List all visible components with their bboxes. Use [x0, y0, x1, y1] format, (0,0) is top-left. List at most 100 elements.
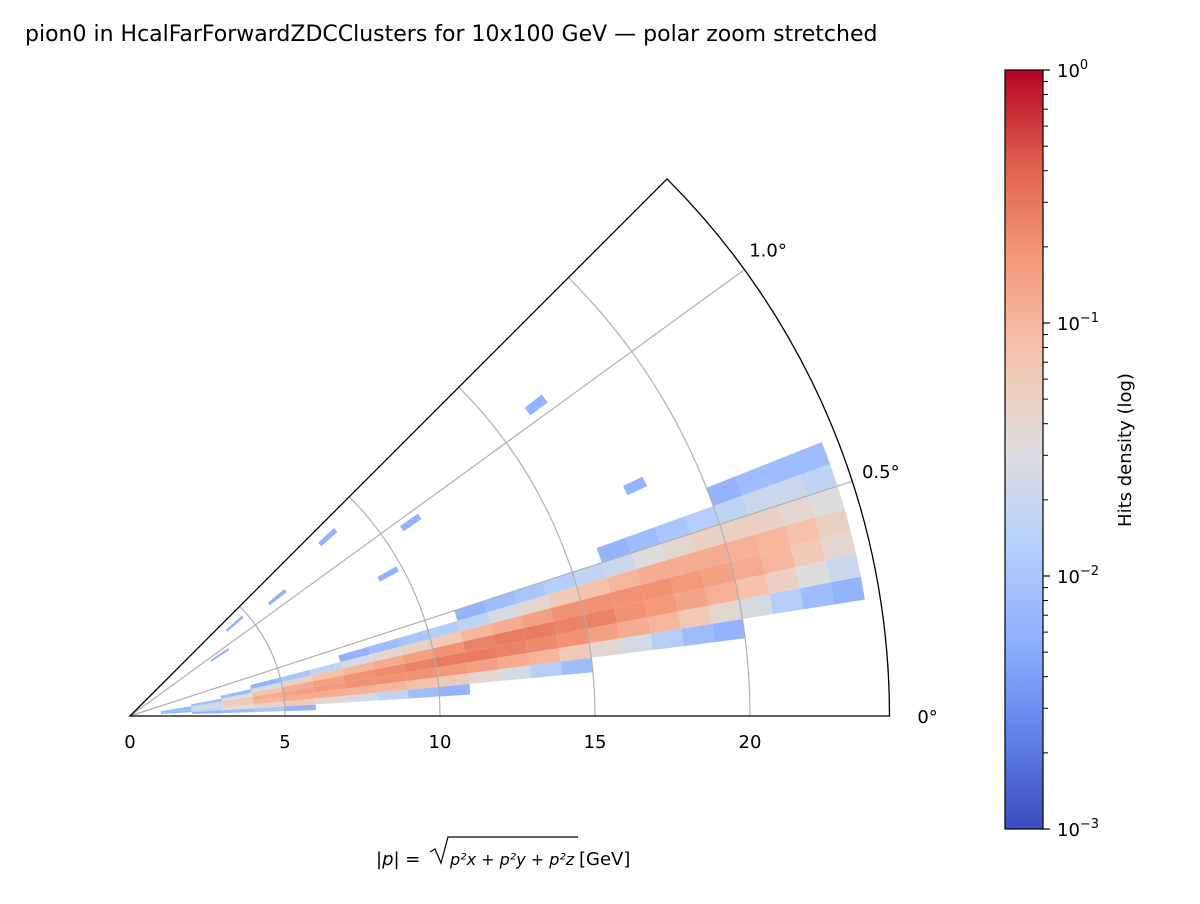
heatmap-cell — [610, 584, 645, 608]
theta-tick-label: 0.5° — [862, 462, 900, 483]
radial-grid-arc — [567, 277, 751, 717]
heatmap-cell — [280, 669, 312, 683]
heatmap-cell — [222, 704, 254, 711]
heatmap-cell — [625, 526, 661, 554]
heatmap-cell — [346, 692, 378, 703]
heatmap-cell — [674, 587, 709, 612]
heatmap-outlier-cell — [524, 394, 548, 416]
heatmap-cell — [525, 634, 559, 653]
heatmap-cell — [311, 668, 344, 682]
heatmap-cell — [735, 464, 772, 496]
heatmap-cell — [800, 463, 838, 496]
polar-frame — [128, 178, 891, 717]
heatmap-cell — [580, 592, 615, 615]
chart-title: pion0 in HcalFarForwardZDCClusters for 1… — [25, 22, 877, 47]
heatmap-cell — [376, 681, 408, 693]
heatmap-cell — [678, 605, 712, 629]
heatmap-cell — [820, 530, 857, 561]
heatmap-cell — [589, 638, 623, 658]
heatmap-cell — [281, 675, 313, 687]
heatmap-cell — [400, 638, 433, 656]
heatmap-cell — [436, 662, 469, 678]
heatmap-cell — [221, 692, 253, 702]
polar-frame-outline — [128, 178, 891, 717]
heatmap-cell — [191, 710, 223, 715]
heatmap-cell — [338, 646, 371, 663]
heatmap-cell — [550, 600, 584, 622]
heatmap-cell — [499, 665, 532, 681]
heatmap-outlier-cell — [267, 589, 287, 606]
heatmap-cell — [546, 586, 581, 609]
heatmap-cell — [252, 691, 284, 701]
heatmap-cell — [558, 643, 592, 662]
heatmap-cell — [769, 588, 804, 615]
heatmap-cell — [483, 591, 517, 613]
heatmap-cell — [283, 692, 316, 702]
heatmap-cell — [344, 677, 377, 689]
heatmap-cell — [374, 672, 407, 685]
heatmap-cell — [523, 621, 557, 641]
heatmap-cell — [404, 657, 437, 673]
heatmap-cell — [725, 534, 761, 562]
heatmap-cell — [765, 567, 800, 595]
heatmap-cell — [160, 708, 192, 714]
heatmap-cell — [619, 633, 653, 654]
heatmap-cell — [160, 706, 192, 713]
heatmap-cell — [681, 623, 715, 647]
heatmap-cell — [636, 560, 671, 585]
heatmap-cell — [191, 707, 223, 713]
heatmap-cell — [825, 553, 861, 583]
heatmap-cell — [760, 546, 796, 574]
heatmap-cell — [222, 708, 254, 714]
r-tick-label: 10 — [429, 732, 452, 753]
heatmap-cell — [572, 562, 607, 587]
heatmap-cell — [739, 594, 773, 620]
heatmap-cell — [341, 661, 374, 676]
heatmap-cell — [345, 684, 377, 696]
heatmap-cell — [730, 554, 766, 581]
heatmap-cell — [405, 667, 438, 682]
heatmap-cell — [284, 698, 316, 707]
heatmap-cell — [434, 652, 467, 668]
heatmap-cell — [220, 688, 252, 699]
heatmap-cell — [617, 617, 651, 639]
heatmap-cell — [742, 484, 779, 515]
heatmap-cell — [708, 599, 743, 624]
colorbar-gradient — [1004, 69, 1044, 830]
theta-tick-label: 1.0° — [749, 241, 787, 262]
heatmap-cell — [520, 608, 554, 629]
heatmap-cell — [253, 706, 285, 713]
heatmap-cell — [556, 628, 590, 649]
tick-labels: 0 5 10 15 20 0° 0.5° 1.0° — [124, 241, 938, 753]
heatmap-cell — [462, 634, 496, 653]
heatmap-cell — [706, 476, 743, 506]
heatmap-cell — [808, 486, 845, 518]
heatmap-cell — [560, 657, 593, 676]
heatmap-cell — [313, 682, 346, 693]
heatmap-cell — [660, 533, 696, 561]
heatmap-cell — [315, 695, 347, 705]
heatmap-cell — [160, 710, 192, 715]
heatmap-cell — [516, 594, 551, 616]
heatmap-cell — [495, 640, 529, 658]
heatmap-cell — [755, 525, 791, 555]
heatmap-cell — [468, 669, 501, 684]
theta-tick-label: 0° — [917, 707, 937, 728]
heatmap-cell — [190, 698, 222, 707]
radial-grid-arc — [458, 386, 596, 717]
heatmap-cell — [437, 673, 470, 687]
heatmap-cell — [670, 569, 705, 595]
heatmap-cell — [372, 655, 405, 670]
heatmap-cell — [427, 620, 461, 639]
heatmap-cell — [430, 631, 463, 649]
heatmap-cell — [799, 582, 835, 610]
r-tick-label: 0 — [124, 732, 135, 753]
heatmap-cell — [250, 677, 282, 689]
sqrt-sign — [429, 836, 578, 865]
heatmap-cell — [700, 561, 736, 588]
r-tick-label: 15 — [584, 732, 607, 753]
xlabel-unit: [GeV] — [579, 849, 630, 870]
angular-grid-line — [129, 480, 853, 717]
heatmap-cell — [376, 689, 409, 701]
